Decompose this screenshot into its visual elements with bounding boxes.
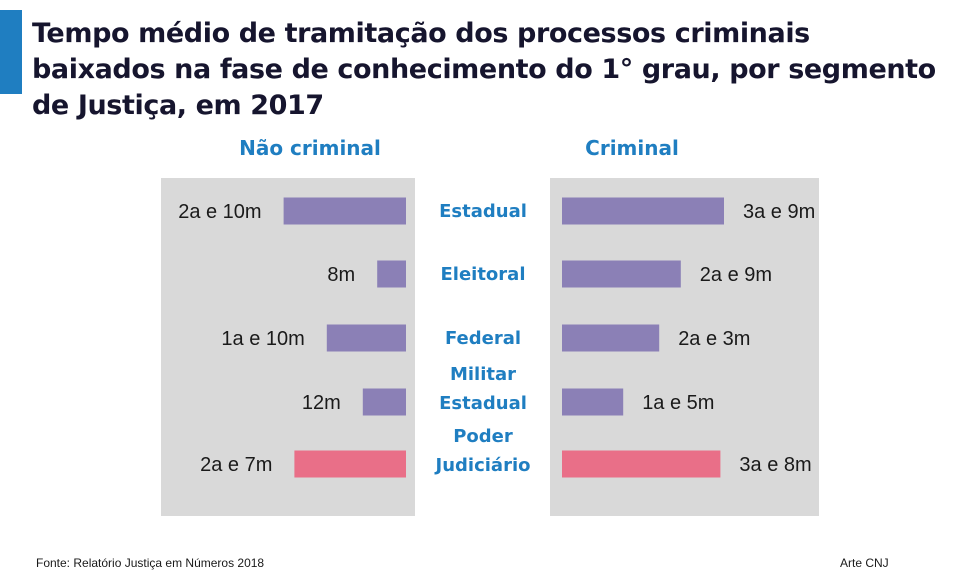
category-label: Federal: [445, 328, 521, 349]
value-label-nao-criminal: 2a e 7m: [200, 454, 272, 476]
value-label-criminal: 2a e 9m: [700, 264, 772, 286]
category-label: Militar Estadual: [439, 364, 527, 414]
credit-note: Arte CNJ: [840, 556, 889, 570]
category-label: Poder Judiciário: [434, 426, 531, 476]
value-label-criminal: 2a e 3m: [678, 328, 750, 350]
bar-criminal: [562, 388, 624, 416]
value-label-criminal: 1a e 5m: [642, 392, 714, 414]
series-header-nao-criminal: Não criminal: [239, 136, 381, 160]
value-label-nao-criminal: 12m: [302, 392, 341, 414]
bar-criminal: [562, 260, 681, 288]
category-label-line: Estadual: [439, 201, 527, 222]
value-label-criminal: 3a e 9m: [743, 201, 815, 223]
value-label-nao-criminal: 8m: [327, 264, 355, 286]
value-label-nao-criminal: 1a e 10m: [221, 328, 304, 350]
bar-nao-criminal: [283, 197, 406, 225]
series-header-criminal: Criminal: [585, 136, 679, 160]
category-label-line: Militar: [450, 364, 516, 385]
bar-nao-criminal: [362, 388, 406, 416]
category-label-line: Estadual: [439, 393, 527, 414]
bar-nao-criminal: [377, 260, 406, 288]
title-accent-bar: [0, 10, 22, 94]
category-label-line: Federal: [445, 328, 521, 349]
category-label: Estadual: [439, 201, 527, 222]
category-label: Eleitoral: [440, 264, 525, 285]
bar-nao-criminal: [326, 324, 406, 352]
category-label-line: Judiciário: [434, 455, 531, 476]
bar-criminal: [562, 324, 660, 352]
value-label-criminal: 3a e 8m: [739, 454, 811, 476]
bar-criminal: [562, 450, 721, 478]
category-label-line: Eleitoral: [440, 264, 525, 285]
bar-nao-criminal: [294, 450, 406, 478]
category-label-line: Poder: [453, 426, 513, 447]
bar-criminal: [562, 197, 724, 225]
chart-title: Tempo médio de tramitação dos processos …: [32, 18, 936, 121]
source-note: Fonte: Relatório Justiça em Números 2018: [36, 556, 265, 570]
value-label-nao-criminal: 2a e 10m: [178, 201, 261, 223]
